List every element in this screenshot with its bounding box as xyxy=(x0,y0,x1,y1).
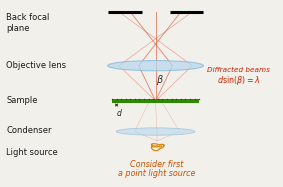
Text: Consider first: Consider first xyxy=(130,160,184,169)
Ellipse shape xyxy=(108,61,203,71)
Text: Back focal
plane: Back focal plane xyxy=(6,13,50,33)
Ellipse shape xyxy=(116,128,195,135)
Text: Light source: Light source xyxy=(6,148,58,157)
Text: Objective lens: Objective lens xyxy=(6,61,67,70)
Text: a point light source: a point light source xyxy=(118,169,196,178)
Text: $d$: $d$ xyxy=(116,107,123,118)
Text: Condenser: Condenser xyxy=(6,126,52,135)
Text: $\beta$: $\beta$ xyxy=(156,73,164,87)
Text: Sample: Sample xyxy=(6,96,38,105)
Bar xyxy=(112,99,199,103)
Text: $d\sin(\beta)=\lambda$: $d\sin(\beta)=\lambda$ xyxy=(217,74,260,87)
Text: Diffracted beams: Diffracted beams xyxy=(207,67,270,73)
